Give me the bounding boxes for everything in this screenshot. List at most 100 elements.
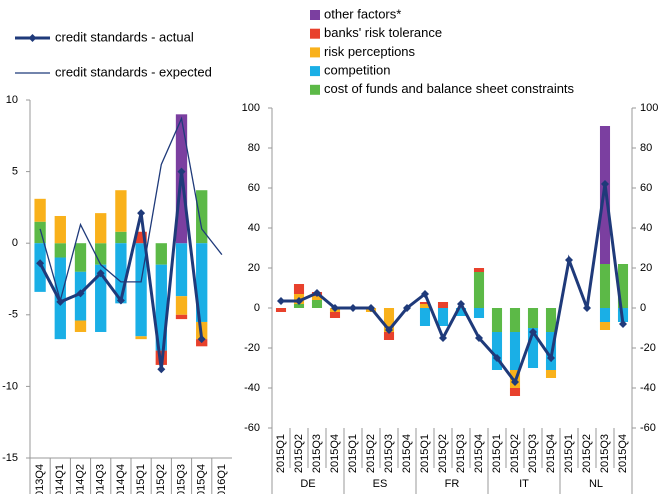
- legend-swatch: [310, 47, 320, 58]
- x-tick-label: 2013Q4: [34, 464, 46, 494]
- legend-label: risk perceptions: [324, 44, 416, 59]
- bar-segment: [95, 243, 107, 265]
- x-tick-label: 2015Q4: [401, 434, 413, 473]
- x-tick-label: 2014Q3: [95, 464, 107, 494]
- marker: [565, 256, 573, 264]
- x-tick-label: 2015Q3: [527, 434, 539, 473]
- bar-segment: [115, 243, 127, 304]
- bar-segment: [329, 312, 341, 318]
- bar-segment: [599, 322, 611, 330]
- x-tick-label: 2015Q3: [599, 434, 611, 473]
- legend-swatch: [310, 66, 320, 77]
- bar-segment: [293, 284, 305, 294]
- bar-segment: [74, 320, 87, 332]
- bar-segment: [196, 243, 208, 322]
- y-tick-label: -10: [2, 380, 18, 392]
- bar-segment: [419, 308, 431, 326]
- marker: [349, 304, 357, 312]
- y2-tick-label: 0: [640, 302, 646, 314]
- x-tick-label: 2015Q1: [419, 434, 431, 473]
- bar-segment: [491, 308, 503, 332]
- marker: [547, 354, 555, 362]
- marker: [137, 209, 146, 218]
- x-tick-label: 2015Q1: [275, 434, 287, 473]
- bar-segment: [175, 314, 188, 320]
- x-tick-label: 2015Q1: [347, 434, 359, 473]
- bar-segment: [527, 328, 539, 368]
- bar-segment: [135, 336, 147, 340]
- bar-segment: [115, 231, 127, 244]
- marker: [601, 180, 609, 188]
- y-tick-label: 100: [242, 102, 260, 114]
- x-tick-label: 2015Q4: [329, 434, 341, 473]
- marker: [116, 296, 125, 305]
- bar-segment: [419, 302, 431, 304]
- marker: [421, 290, 429, 298]
- y2-tick-label: -60: [640, 422, 656, 434]
- y2-tick-label: 80: [640, 142, 652, 154]
- group-label: IT: [519, 478, 529, 490]
- x-tick-label: 2015Q4: [617, 434, 629, 473]
- legend-label: banks' risk tolerance: [324, 25, 442, 40]
- marker: [76, 289, 85, 298]
- x-tick-label: 2015Q1: [135, 464, 147, 494]
- x-tick-label: 2015Q4: [545, 434, 557, 473]
- bar-segment: [54, 215, 66, 244]
- y2-tick-label: 60: [640, 182, 652, 194]
- bar-segment: [527, 308, 539, 328]
- legend-label: cost of funds and balance sheet constrai…: [324, 81, 575, 96]
- marker: [385, 326, 393, 334]
- y2-tick-label: 20: [640, 262, 652, 274]
- marker: [295, 297, 303, 305]
- marker: [36, 259, 45, 268]
- x-tick-label: 2015Q3: [311, 434, 323, 473]
- bar-segment: [509, 332, 521, 370]
- legend-label: other factors*: [324, 6, 401, 21]
- x-tick-label: 2015Q1: [563, 434, 575, 473]
- bar-segment: [473, 272, 485, 308]
- bar-segment: [455, 308, 467, 316]
- marker: [331, 304, 339, 312]
- bar-segment: [491, 332, 503, 370]
- y2-tick-label: 40: [640, 222, 652, 234]
- marker: [403, 304, 411, 312]
- x-tick-label: 2014Q2: [74, 464, 86, 494]
- bar-segment: [311, 300, 323, 308]
- y-tick-label: 40: [248, 222, 260, 234]
- bar-segment: [599, 264, 611, 308]
- bar-segment: [34, 221, 46, 244]
- y-tick-label: 20: [248, 262, 260, 274]
- x-tick-label: 2015Q2: [365, 434, 377, 473]
- legend-swatch: [310, 10, 320, 20]
- y-tick-label: 0: [12, 237, 18, 249]
- bar-segment: [175, 296, 188, 315]
- bar-segment: [419, 304, 431, 308]
- marker: [511, 378, 519, 386]
- line: [39, 116, 223, 303]
- x-tick-label: 2016Q1: [216, 464, 228, 494]
- legend-label: credit standards - expected: [55, 64, 212, 79]
- marker: [197, 335, 206, 344]
- bar-segment: [437, 308, 449, 326]
- y-tick-label: -20: [244, 342, 260, 354]
- marker: [157, 365, 166, 374]
- legend-label: competition: [324, 63, 390, 78]
- legend-swatch: [310, 84, 320, 95]
- group-label: NL: [589, 478, 603, 490]
- marker: [439, 334, 447, 342]
- y-tick-label: -40: [244, 382, 260, 394]
- legend-swatch: [28, 34, 37, 42]
- bar-segment: [196, 190, 208, 244]
- x-tick-label: 2015Q3: [455, 434, 467, 473]
- bar-segment: [175, 243, 188, 297]
- marker: [529, 328, 537, 336]
- marker: [367, 304, 375, 312]
- bar-segment: [115, 190, 127, 232]
- bar-segment: [473, 268, 485, 272]
- y2-tick-label: -40: [640, 382, 656, 394]
- y2-tick-label: -20: [640, 342, 656, 354]
- bar-segment: [74, 243, 87, 272]
- bar-segment: [383, 332, 395, 340]
